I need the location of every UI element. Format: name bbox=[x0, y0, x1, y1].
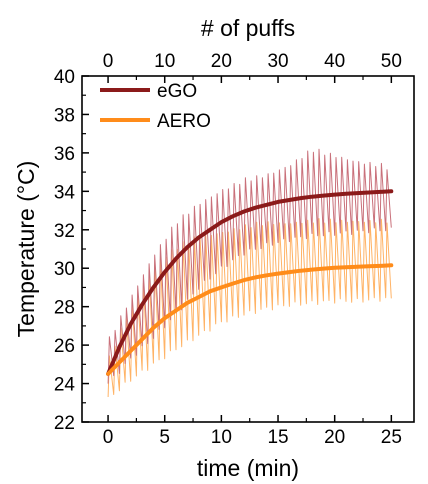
legend-label-ego: eGO bbox=[157, 81, 197, 102]
top-tick-label: 30 bbox=[267, 51, 288, 72]
top-tick-label: 10 bbox=[154, 51, 175, 72]
top-tick-label: 20 bbox=[211, 51, 232, 72]
ticks-layer: 0 5 10 15 20 25 22 24 26 28 30 32 34 36 38 40 0 10 20 30 40 5… bbox=[54, 51, 402, 448]
y-tick-label: 32 bbox=[54, 221, 75, 242]
y-tick-label: 22 bbox=[54, 413, 75, 434]
x-tick-label: 0 bbox=[103, 427, 114, 448]
x-tick-label: 25 bbox=[381, 427, 402, 448]
fit-line-aero bbox=[106, 263, 394, 376]
legend-label-aero: AERO bbox=[157, 111, 211, 132]
y-tick-label: 28 bbox=[54, 298, 75, 319]
x-tick-label: 10 bbox=[211, 427, 232, 448]
top-tick-label: 0 bbox=[103, 51, 114, 72]
x-tick-label: 5 bbox=[159, 427, 170, 448]
x-tick-label: 15 bbox=[267, 427, 288, 448]
y-tick-label: 30 bbox=[54, 259, 75, 280]
y-tick-label: 24 bbox=[54, 375, 76, 396]
y-tick-label: 38 bbox=[54, 105, 75, 126]
top-axis-title: # of puffs bbox=[201, 15, 295, 41]
x-tick-label: 20 bbox=[324, 427, 345, 448]
y-tick-label: 36 bbox=[54, 144, 75, 165]
top-tick-label: 50 bbox=[381, 51, 402, 72]
legend: eGO AERO bbox=[100, 81, 211, 132]
top-tick-label: 40 bbox=[324, 51, 345, 72]
fit-curve-layer bbox=[106, 189, 394, 376]
raw-signal-ego bbox=[107, 148, 392, 384]
raw-signal-layer bbox=[107, 148, 392, 398]
y-tick-label: 26 bbox=[54, 336, 75, 357]
y-tick-label: 40 bbox=[54, 67, 75, 88]
y-tick-label: 34 bbox=[54, 182, 76, 203]
y-axis-title: Temperature (°C) bbox=[13, 161, 39, 338]
fit-line-ego bbox=[106, 189, 394, 376]
x-axis-title: time (min) bbox=[197, 455, 299, 481]
